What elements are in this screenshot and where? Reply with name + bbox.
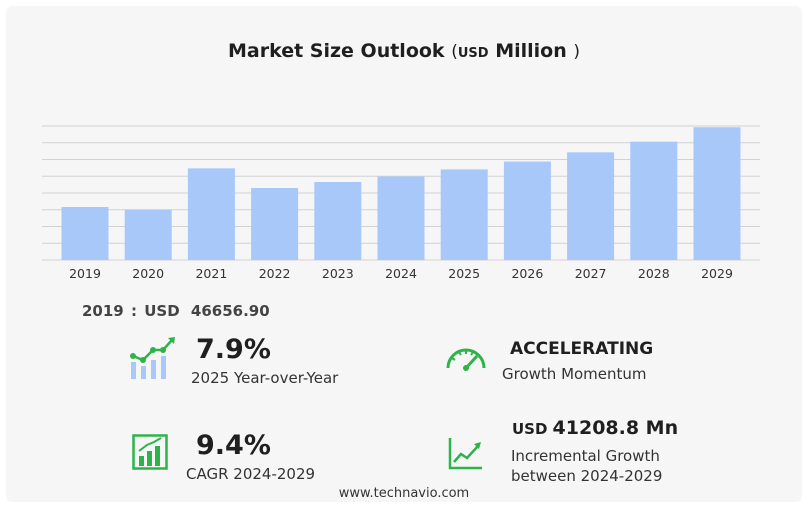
incremental-stat: USD 41208.8 Mn xyxy=(512,417,678,439)
bar-2020 xyxy=(124,209,172,260)
yoy-label: 2025 Year-over-Year xyxy=(191,369,339,387)
bar-2023 xyxy=(314,181,362,260)
bar-2029 xyxy=(693,127,741,261)
momentum-label: Growth Momentum xyxy=(502,365,647,383)
title-unit-word: Million xyxy=(495,40,567,62)
title-paren-open: ( xyxy=(451,42,458,62)
bar-2024 xyxy=(377,176,425,260)
base-separator: : xyxy=(130,302,137,320)
x-tick-2019: 2019 xyxy=(69,266,101,281)
cagr-label-wrap: CAGR 2024-2029 xyxy=(186,464,315,484)
x-tick-2022: 2022 xyxy=(259,266,291,281)
chart-bars xyxy=(61,127,741,261)
base-year-value: 2019 : USD 46656.90 xyxy=(82,302,270,320)
bar-chart: 2019 2020 2021 2022 2023 2024 2025 2026 2027 2028… xyxy=(42,125,760,281)
incremental-currency: USD xyxy=(512,420,548,438)
incremental-value: 41208.8 Mn xyxy=(552,417,679,439)
incremental-label-line1: Incremental Growth xyxy=(511,447,660,465)
x-tick-2023: 2023 xyxy=(322,266,354,281)
yoy-stat: 7.9% xyxy=(196,334,271,365)
trend-line-icon xyxy=(448,438,482,470)
cagr-value: 9.4% xyxy=(196,430,271,461)
incremental-label-wrap: Incremental Growth between 2024-2029 xyxy=(511,446,662,486)
bar-growth-icon xyxy=(132,434,168,470)
x-tick-2029: 2029 xyxy=(701,266,733,281)
momentum-value: ACCELERATING xyxy=(510,339,654,359)
cagr-label: CAGR 2024-2029 xyxy=(186,465,316,483)
x-tick-2021: 2021 xyxy=(195,266,227,281)
bar-2028 xyxy=(630,141,678,260)
x-tick-2027: 2027 xyxy=(575,266,607,281)
x-tick-2028: 2028 xyxy=(638,266,670,281)
x-tick-2025: 2025 xyxy=(448,266,480,281)
yoy-value: 7.9% xyxy=(196,334,271,365)
bar-2022 xyxy=(251,188,299,260)
source-link[interactable]: www.technavio.com xyxy=(338,486,470,501)
title-text: Market Size Outlook xyxy=(227,40,445,62)
momentum-label-wrap: Growth Momentum xyxy=(502,364,647,384)
growth-chart-icon xyxy=(130,337,175,379)
chart-title: Market Size Outlook (USD Million ) xyxy=(0,40,808,62)
yoy-label-wrap: 2025 Year-over-Year xyxy=(191,368,338,388)
bar-2026 xyxy=(503,161,551,260)
base-currency: USD xyxy=(144,302,180,320)
title-unit: USD xyxy=(457,46,489,61)
base-amount: 46656.90 xyxy=(190,302,270,320)
cagr-stat: 9.4% xyxy=(196,430,271,461)
bar-2027 xyxy=(567,152,615,260)
bar-2021 xyxy=(187,168,235,260)
bar-2025 xyxy=(440,169,488,260)
chart-x-ticks: 2019 2020 2021 2022 2023 2024 2025 2026 2027 2028… xyxy=(69,266,733,281)
title-paren-close: ) xyxy=(573,42,580,62)
bar-2019 xyxy=(61,207,109,260)
x-tick-2026: 2026 xyxy=(511,266,543,281)
source-footer: www.technavio.com xyxy=(0,486,808,501)
x-tick-2024: 2024 xyxy=(385,266,417,281)
base-year: 2019 xyxy=(82,302,124,320)
x-tick-2020: 2020 xyxy=(132,266,164,281)
incremental-label-line2: between 2024-2029 xyxy=(511,467,663,485)
speedometer-icon xyxy=(446,348,486,371)
momentum-stat: ACCELERATING xyxy=(510,339,653,359)
